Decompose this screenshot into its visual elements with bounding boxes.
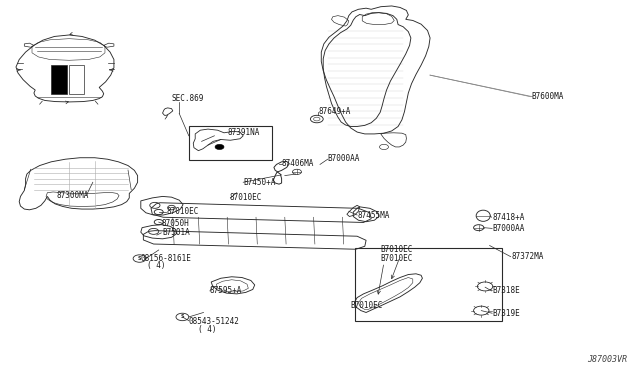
Text: 87418+A: 87418+A: [493, 213, 525, 222]
Circle shape: [215, 144, 224, 150]
Text: 87455MA: 87455MA: [357, 211, 390, 219]
Text: 87050H: 87050H: [162, 219, 189, 228]
Text: 87300MA: 87300MA: [56, 191, 89, 200]
Text: B7010EC: B7010EC: [381, 246, 413, 254]
Polygon shape: [51, 65, 67, 94]
Text: 87406MA: 87406MA: [282, 159, 314, 168]
Text: B7010EC: B7010EC: [351, 301, 383, 310]
Text: 08156-8161E: 08156-8161E: [141, 254, 191, 263]
Text: B7318E: B7318E: [493, 286, 520, 295]
Text: B7000AA: B7000AA: [328, 154, 360, 163]
Text: 87649+A: 87649+A: [318, 107, 351, 116]
Text: 08543-51242: 08543-51242: [189, 317, 239, 326]
Text: 87010EC: 87010EC: [229, 193, 262, 202]
Text: 87391NA: 87391NA: [227, 128, 260, 137]
Text: B7000AA: B7000AA: [493, 224, 525, 233]
Bar: [355, 248, 502, 321]
Text: S: S: [138, 256, 141, 261]
Text: 87595+A: 87595+A: [210, 286, 243, 295]
Text: B7450+A: B7450+A: [243, 178, 276, 187]
Text: ( 4): ( 4): [147, 262, 166, 270]
Text: 87010EC: 87010EC: [166, 207, 199, 216]
Text: J87003VR: J87003VR: [588, 355, 627, 364]
Text: B7501A: B7501A: [162, 228, 189, 237]
Text: 87372MA: 87372MA: [512, 252, 545, 261]
Bar: [189, 126, 272, 160]
Text: S: S: [180, 314, 184, 320]
Text: ( 4): ( 4): [198, 326, 217, 334]
Text: B7600MA: B7600MA: [531, 92, 564, 101]
Text: B7319E: B7319E: [493, 309, 520, 318]
Text: SEC.869: SEC.869: [172, 94, 204, 103]
Text: B7010EC: B7010EC: [381, 254, 413, 263]
